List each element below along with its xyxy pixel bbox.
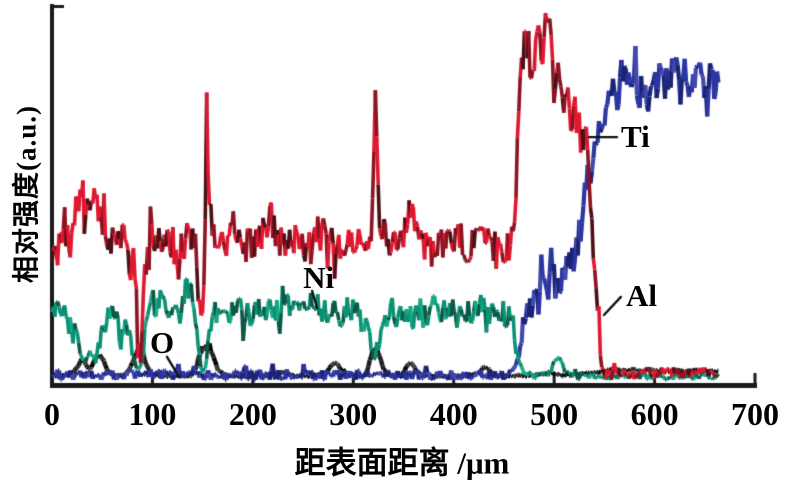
x-tick-label: 200 bbox=[228, 396, 277, 432]
series-label-o: O bbox=[150, 325, 175, 361]
x-tick-label: 700 bbox=[731, 396, 779, 432]
series-label-ti: Ti bbox=[621, 118, 650, 154]
x-axis-label: 距表面距离 /μm bbox=[294, 445, 510, 481]
x-tick-label: 0 bbox=[44, 396, 60, 432]
x-tick-label: 500 bbox=[530, 396, 579, 432]
x-tick-label: 600 bbox=[630, 396, 679, 432]
x-tick-label: 300 bbox=[329, 396, 378, 432]
y-axis-label: 相对强度(a.u.) bbox=[11, 105, 42, 283]
x-tick-label: 400 bbox=[429, 396, 478, 432]
series-label-al: Al bbox=[626, 277, 658, 313]
x-tick-label: 100 bbox=[128, 396, 177, 432]
series-label-ni: Ni bbox=[303, 260, 335, 296]
